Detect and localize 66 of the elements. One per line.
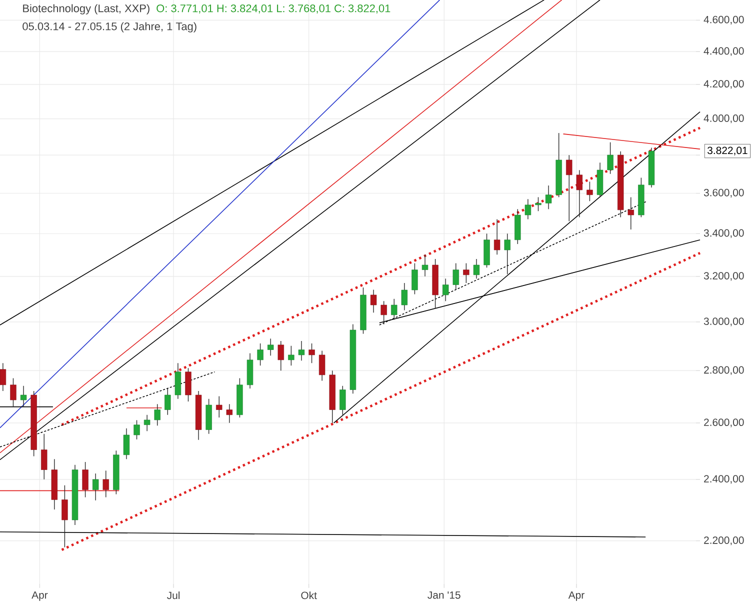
- candlestick: [174, 362, 182, 400]
- candlestick: [268, 338, 274, 356]
- candlestick: [524, 198, 532, 220]
- y-tick-label: 2.600,00: [704, 418, 744, 428]
- y-tick-label: 2.800,00: [704, 366, 744, 375]
- candlestick: [288, 345, 294, 366]
- candlestick: [226, 404, 233, 424]
- candlestick: [576, 170, 583, 218]
- text: 05.03.14 - 27.05.15 (2 Jahre, 1 Tag): [22, 22, 196, 32]
- candlestick: [566, 154, 572, 222]
- candlestick: [463, 262, 470, 284]
- candlestick: [20, 386, 27, 408]
- candlestick: [123, 428, 130, 460]
- y-tick-label: 3.400,00: [704, 229, 744, 238]
- candlestick: [401, 282, 408, 311]
- candlestick: [586, 181, 593, 202]
- candlestick: [412, 262, 418, 295]
- x-tick-label: Okt: [301, 591, 317, 600]
- candlestick: [134, 420, 140, 440]
- chart-title: Biotechnology (Last, XXP): [23, 4, 150, 14]
- candlestick: [41, 434, 48, 480]
- candlestick: [164, 388, 171, 416]
- candlestick: [144, 414, 150, 432]
- candlestick: [504, 233, 510, 275]
- candlestick: [82, 462, 88, 498]
- candlestick: [422, 254, 428, 277]
- x-tick-label: Jul: [167, 591, 180, 600]
- candlestick: [452, 262, 459, 290]
- candlestick: [340, 386, 346, 416]
- y-tick-label: 2.400,00: [704, 475, 744, 484]
- candlestick: [628, 196, 634, 230]
- candlestick: [370, 289, 377, 313]
- y-tick-label: 4.200,00: [704, 80, 744, 89]
- candlestick: [185, 368, 192, 402]
- candlestick: [308, 343, 315, 364]
- candlestick: [494, 218, 500, 256]
- x-tick-label: Apr: [568, 591, 584, 601]
- candlestick: [545, 185, 552, 210]
- annotation: O: 3.771,01 H: 3.824,01 L: 3.768,01 C: 3.822,01: [156, 4, 390, 14]
- y-tick-label: 4.600,00: [704, 16, 744, 25]
- candlestick: [257, 343, 264, 366]
- candlestick: [318, 350, 326, 382]
- candlestick: [102, 470, 109, 498]
- candlestick: [380, 300, 387, 325]
- candlestick: [216, 396, 222, 418]
- candlestick: [391, 298, 398, 320]
- candlestick: [278, 340, 284, 371]
- candlestick: [298, 340, 305, 361]
- candlestick: [442, 278, 449, 302]
- y-tick-label: 4.400,00: [704, 47, 744, 56]
- text: 3.822,01: [708, 146, 748, 156]
- y-tick-label: 3.000,00: [704, 318, 744, 326]
- candlestick: [154, 404, 160, 426]
- candlestick: [473, 258, 480, 279]
- candlestick: [0, 362, 6, 392]
- y-tick-label: 2.200,00: [704, 536, 744, 546]
- candlestick: [535, 196, 542, 212]
- y-tick-label: 3.200,00: [704, 272, 744, 281]
- y-tick-label: 3.600,00: [704, 188, 744, 198]
- candlestick: [607, 142, 614, 174]
- candlestick: [10, 378, 16, 408]
- candlestick: [92, 473, 99, 501]
- y-tick-label: 4.000,00: [704, 114, 744, 124]
- x-tick-label: Apr: [32, 591, 48, 601]
- candlestick: [62, 484, 68, 548]
- x-tick-label: Jan '15: [428, 591, 460, 599]
